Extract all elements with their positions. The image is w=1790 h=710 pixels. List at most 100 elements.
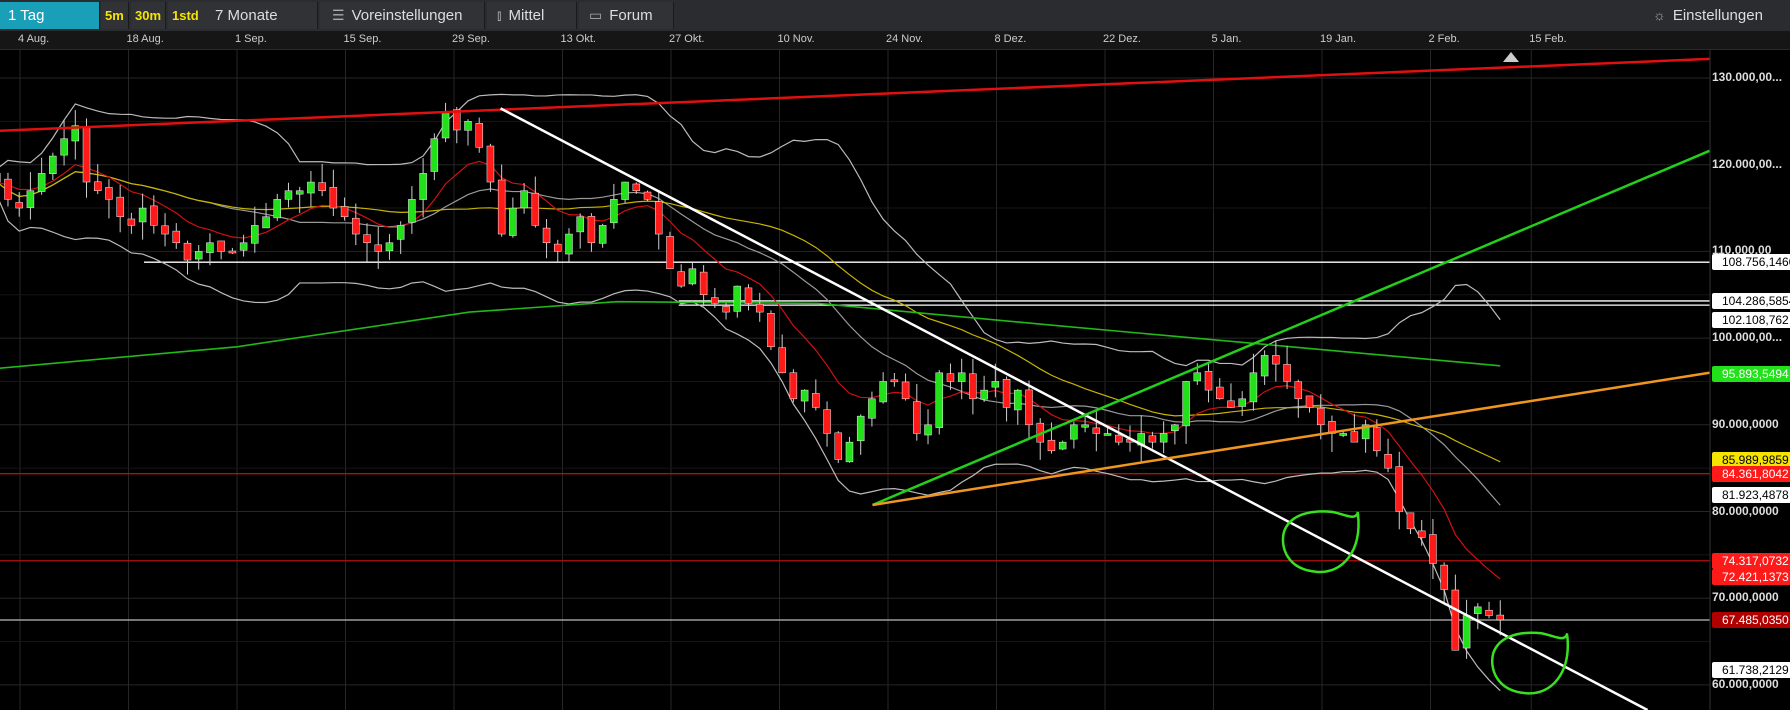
candle-down xyxy=(666,236,674,269)
settings-button[interactable]: ☼ Einstellungen xyxy=(1645,2,1771,29)
trendline xyxy=(0,57,1710,133)
price-tag: 67.485,0350 xyxy=(1712,612,1790,628)
candle-down xyxy=(1417,530,1426,538)
candle-up xyxy=(1249,372,1258,403)
date-tick-label: 19 Jan. xyxy=(1320,33,1357,45)
candle-down xyxy=(812,393,820,408)
date-tick-label: 27 Okt. xyxy=(669,33,705,45)
date-tick-label: 5 Jan. xyxy=(1211,33,1242,45)
forum-button[interactable]: ▭ Forum xyxy=(579,2,674,29)
candle-down xyxy=(374,244,382,252)
candle-up xyxy=(441,112,450,139)
candle-up xyxy=(273,199,282,219)
candle-down xyxy=(744,287,753,304)
forum-label: Forum xyxy=(609,7,653,24)
candle-down xyxy=(329,187,338,209)
price-tick-label: 120.000,00... xyxy=(1712,156,1783,171)
price-tag: 81.923,4878 xyxy=(1712,486,1790,503)
candle-down xyxy=(969,373,977,400)
candle-up xyxy=(868,398,876,419)
interval-30m-button[interactable]: 30m xyxy=(131,2,167,29)
candle-down xyxy=(1429,534,1437,564)
price-tag: 61.738,2129 xyxy=(1712,661,1790,678)
candle-down xyxy=(475,123,483,148)
moving-average-yellow xyxy=(0,171,1501,463)
candle-down xyxy=(1316,407,1325,426)
interval-5m-button[interactable]: 5m xyxy=(101,2,129,29)
date-tick-label: 29 Sep. xyxy=(452,33,490,45)
indicator-label: Mittel xyxy=(508,7,545,24)
candle-down xyxy=(1047,439,1056,452)
candle-down xyxy=(1496,614,1504,621)
candle-up xyxy=(733,285,742,312)
date-tick-label: 18 Aug. xyxy=(126,33,164,45)
candle-down xyxy=(554,243,562,252)
range-button[interactable]: 7 Monate xyxy=(203,2,318,29)
candle-up xyxy=(520,190,528,209)
candle-down xyxy=(913,401,921,434)
settings-label: Einstellungen xyxy=(1672,7,1763,24)
candle-down xyxy=(127,218,136,226)
candle-up xyxy=(800,389,809,402)
candle-down xyxy=(1406,512,1415,530)
price-tag: 84.361,8042 xyxy=(1712,465,1790,482)
candle-up xyxy=(509,207,517,236)
candle-down xyxy=(677,271,685,287)
candle-down xyxy=(161,225,169,235)
candle-up xyxy=(957,372,966,382)
candle-up xyxy=(1238,398,1246,407)
candle-up xyxy=(980,389,988,400)
price-tag: 108.756,1460 xyxy=(1712,254,1790,271)
candle-up xyxy=(1462,615,1471,649)
candle-down xyxy=(172,230,181,243)
candle-down xyxy=(228,250,237,254)
hand-drawn-circle xyxy=(1281,510,1360,574)
date-tick-label: 13 Okt. xyxy=(560,33,596,45)
date-tick-label: 24 Nov. xyxy=(886,33,924,45)
hand-drawn-circle xyxy=(1491,631,1569,695)
candle-up xyxy=(576,216,584,233)
candle-down xyxy=(1204,371,1213,391)
candle-up xyxy=(924,424,932,436)
candle-up xyxy=(385,242,394,252)
candle-down xyxy=(823,409,831,434)
candle-up xyxy=(1361,424,1370,440)
trendlines xyxy=(0,57,1710,710)
candle-down xyxy=(352,217,360,235)
candle-down xyxy=(116,196,124,217)
gear-icon: ☼ xyxy=(1653,7,1666,23)
candle-down xyxy=(778,347,786,374)
speech-bubble-icon: ▭ xyxy=(589,7,603,23)
candle-up xyxy=(49,155,57,174)
candle-up xyxy=(935,372,943,428)
candle-down xyxy=(15,202,23,209)
candle-up xyxy=(598,225,607,244)
timeframe-button[interactable]: 1 Tag xyxy=(0,2,100,29)
price-tag: 74.317,0732 xyxy=(1712,552,1790,569)
price-tag: 85.989,9859 xyxy=(1712,451,1790,468)
candle-up xyxy=(610,199,618,224)
candle-down xyxy=(4,178,12,200)
candle-up xyxy=(856,415,865,442)
candle-down xyxy=(890,379,899,383)
price-tick-label: 80.000,0000 xyxy=(1712,503,1779,518)
date-axis: 4 Aug. 18 Aug. 1 Sep. 15 Sep. 29 Sep. 13 Okt.… xyxy=(0,31,1790,50)
candle-down xyxy=(1395,466,1404,512)
candle-down xyxy=(1148,435,1157,443)
candle-down xyxy=(1227,400,1235,408)
candle-down xyxy=(1283,364,1291,382)
indicator-button[interactable]: ⫾ Mittel xyxy=(487,2,577,29)
candle-down xyxy=(755,303,764,313)
presets-button[interactable]: ☰ Voreinstellungen xyxy=(320,2,485,29)
candle-down xyxy=(542,227,551,243)
candle-up xyxy=(991,381,1000,388)
candle-up xyxy=(251,225,259,244)
interval-1std-button[interactable]: 1std xyxy=(168,2,204,29)
date-tick-label: 4 Aug. xyxy=(18,33,50,45)
candle-up xyxy=(565,233,573,255)
candle-down xyxy=(1115,434,1123,443)
candle-up xyxy=(295,190,304,195)
candle-down xyxy=(1451,589,1460,651)
candle-down xyxy=(497,179,506,235)
